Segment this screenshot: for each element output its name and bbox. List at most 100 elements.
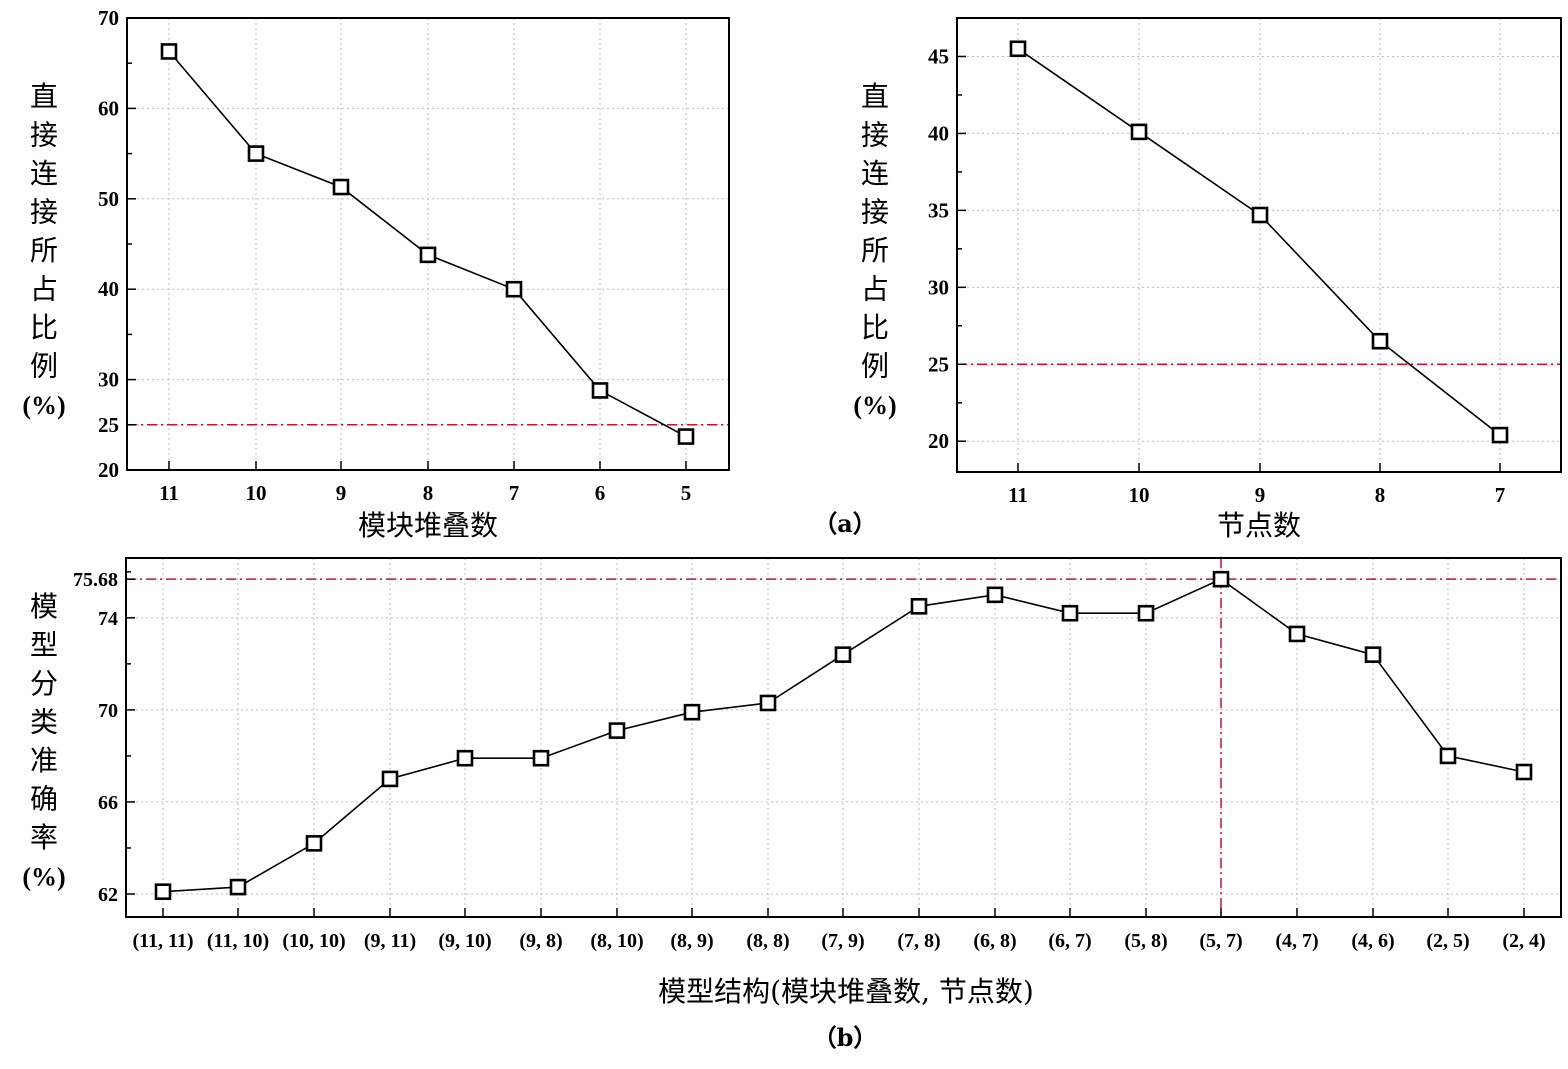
x-tick-label: 7 (509, 481, 520, 505)
x-tick-label: (9, 8) (519, 930, 562, 952)
data-point (1371, 332, 1389, 350)
x-axis-label: 节点数 (1217, 509, 1301, 542)
x-tick-label: (10, 10) (282, 930, 345, 952)
data-point (1288, 625, 1306, 643)
y-axis-label-char: 比 (30, 311, 58, 344)
x-tick-label: 8 (1375, 483, 1386, 507)
x-tick-label: 11 (159, 481, 179, 505)
panel-label-b: （b） (813, 1023, 878, 1052)
data-point (986, 586, 1004, 604)
panel-label-a: （a） (813, 509, 877, 538)
x-tick-label: (7, 8) (897, 930, 940, 952)
data-point (505, 280, 523, 298)
data-point (381, 770, 399, 788)
data-point (608, 722, 626, 739)
y-tick-label: 30 (98, 368, 119, 392)
data-point (683, 703, 701, 721)
y-axis-label-char: 占 (30, 273, 58, 306)
data-point (1061, 604, 1079, 622)
data-point (759, 694, 777, 712)
x-tick-label: (2, 5) (1426, 930, 1469, 952)
data-point (834, 646, 852, 663)
data-point (419, 246, 437, 264)
data-point (1130, 123, 1148, 141)
data-point (1515, 763, 1533, 781)
data-point (1491, 426, 1509, 444)
y-tick-label: 70 (98, 700, 118, 722)
y-tick-label: 25 (98, 413, 119, 437)
y-axis-label-char: 分 (30, 667, 58, 700)
series-line (1017, 48, 1501, 436)
data-point (1009, 40, 1027, 58)
y-axis-label-char: 接 (861, 196, 889, 229)
data-point (591, 382, 609, 399)
y-axis-label-unit: (%) (22, 863, 65, 892)
x-tick-label: 8 (423, 481, 434, 505)
y-tick-label: 30 (928, 275, 949, 299)
y-axis-label-char: 接 (861, 119, 889, 152)
x-axis-label: 模块堆叠数 (358, 509, 498, 542)
data-point (1212, 570, 1230, 588)
y-axis-label-unit: (%) (853, 391, 896, 420)
x-tick-label: (11, 10) (207, 930, 269, 952)
y-axis-label-char: 例 (861, 350, 889, 383)
y-axis-label-char: 占 (861, 273, 889, 306)
y-tick-label: 20 (98, 458, 119, 482)
x-tick-label: 9 (1255, 483, 1266, 507)
y-axis-label-char: 接 (30, 119, 58, 152)
x-tick-label: (5, 7) (1199, 930, 1242, 952)
data-point (1137, 604, 1155, 622)
y-axis-label-char: 型 (30, 629, 58, 662)
chart-b: 75.68 74 70 66 62 (11, 11) (11, 10) (10, 10) (9,… (22, 557, 1562, 1008)
y-tick-label: 74 (98, 608, 118, 630)
y-tick-label: 62 (98, 884, 118, 906)
y-axis-label-char: 直 (30, 80, 58, 113)
y-axis-label-char: 连 (861, 157, 889, 190)
data-point (456, 749, 474, 767)
y-axis-label-char: 准 (30, 744, 58, 777)
y-axis-label-unit: (%) (22, 391, 65, 420)
y-tick-label: 40 (98, 277, 119, 301)
data-point (910, 598, 928, 615)
x-tick-label: (11, 11) (132, 930, 193, 952)
x-tick-label: (2, 4) (1502, 930, 1545, 952)
x-tick-label: (8, 8) (746, 930, 789, 952)
y-axis-label-char: 模 (30, 590, 58, 623)
y-axis-label-char: 确 (30, 783, 58, 816)
x-tick-label: (6, 8) (973, 930, 1016, 952)
data-point (1364, 646, 1382, 663)
x-tick-label: 5 (681, 481, 692, 505)
y-tick-label: 25 (928, 352, 949, 376)
y-tick-label: 40 (928, 121, 949, 145)
y-axis-label-char: 类 (30, 706, 58, 739)
x-tick-label: 10 (1129, 483, 1150, 507)
x-tick-label: 11 (1008, 483, 1028, 507)
x-tick-label: 10 (246, 481, 267, 505)
data-point (247, 145, 265, 162)
y-tick-label: 60 (98, 96, 119, 120)
x-tick-label: (7, 9) (821, 930, 864, 952)
x-axis-label: 模型结构(模块堆叠数, 节点数) (658, 975, 1034, 1008)
y-tick-label: 75.68 (73, 569, 118, 591)
y-axis-label-char: 所 (861, 234, 889, 267)
y-axis-label-char: 例 (30, 350, 58, 383)
data-point (532, 749, 550, 767)
x-tick-label: (9, 11) (364, 930, 416, 952)
y-axis-label-char: 所 (30, 234, 58, 267)
y-tick-label: 20 (928, 429, 949, 453)
x-tick-label: 6 (595, 481, 606, 505)
y-tick-label: 45 (928, 44, 949, 68)
y-axis-label-char: 率 (30, 821, 58, 854)
x-tick-label: (8, 9) (670, 930, 713, 952)
data-point (154, 883, 172, 900)
y-axis-label-char: 比 (861, 311, 889, 344)
y-axis-label-char: 接 (30, 196, 58, 229)
data-point (677, 428, 695, 445)
data-point (229, 878, 247, 896)
data-point (1251, 206, 1269, 224)
x-tick-label: (5, 8) (1124, 930, 1167, 952)
y-tick-label: 35 (928, 198, 949, 222)
